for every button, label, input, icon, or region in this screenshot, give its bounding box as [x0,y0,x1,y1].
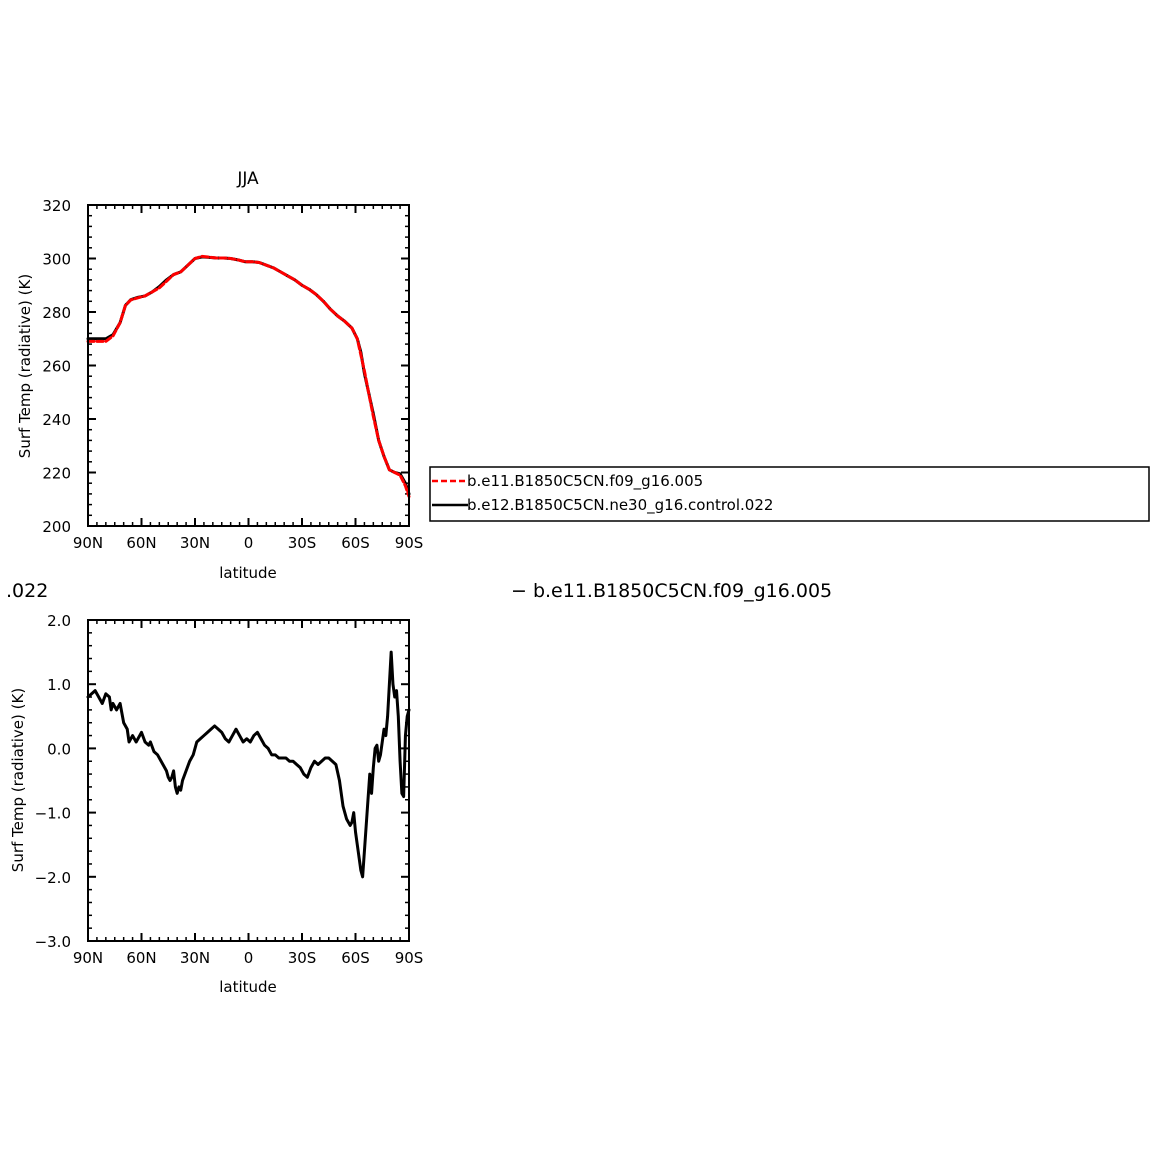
chart-title: JJA [236,169,259,189]
x-tick-label: 90N [73,949,103,967]
x-tick-label: 30S [288,534,317,552]
top-panel: JJA latitude Surf Temp (radiative) (K) 9… [16,169,423,582]
y-tick-label: 2.0 [47,612,71,630]
y-tick-label: −1.0 [35,805,71,823]
x-tick-label: 0 [244,534,254,552]
y-tick-label: 320 [42,197,71,215]
y-tick-label: 300 [42,251,71,269]
x-tick-label: 60S [341,949,370,967]
x-tick-label: 60N [126,949,156,967]
y-tick-label: 260 [42,358,71,376]
x-axis-title: latitude [219,978,277,996]
axis-ticks: 90N 60N 30N 0 30S 60S 90S −3.0 −2.0 −1.0 0.0 1.0 2.0 [35,612,424,967]
x-tick-label: 90S [395,949,424,967]
x-tick-label: 30S [288,949,317,967]
plot-series [86,254,411,499]
series-line-black [86,650,411,879]
y-tick-label: 200 [42,518,71,536]
plot-series [86,650,411,879]
y-axis-title: Surf Temp (radiative) (K) [16,274,34,458]
x-tick-label: 60N [126,534,156,552]
y-tick-label: 240 [42,411,71,429]
y-axis-title: Surf Temp (radiative) (K) [9,688,27,872]
legend-entry-label: b.e12.B1850C5CN.ne30_g16.control.022 [467,496,773,515]
series-line-red-dashed [86,254,411,499]
x-tick-label: 0 [244,949,254,967]
x-tick-label: 60S [341,534,370,552]
x-tick-label: 90S [395,534,424,552]
series-line-black [86,255,411,496]
caption-right: − b.e11.B1850C5CN.f09_g16.005 [511,580,832,602]
y-tick-label: 220 [42,465,71,483]
x-tick-label: 30N [180,949,210,967]
legend-box [429,466,1150,522]
plot-frame [87,619,410,942]
x-axis-title: latitude [219,564,277,582]
bottom-panel: latitude Surf Temp (radiative) (K) 90N 60… [9,612,423,996]
y-tick-label: −2.0 [35,869,71,887]
y-tick-label: −3.0 [35,933,71,951]
legend-entry-label: b.e11.B1850C5CN.f09_g16.005 [467,472,703,491]
y-tick-label: 0.0 [47,740,71,758]
y-tick-label: 280 [42,304,71,322]
y-tick-label: 1.0 [47,676,71,694]
plot-frame [87,204,410,527]
x-tick-label: 30N [180,534,210,552]
caption-left: .022 [6,580,48,602]
x-tick-label: 90N [73,534,103,552]
legend: b.e11.B1850C5CN.f09_g16.005 b.e12.B1850C… [429,466,1150,522]
